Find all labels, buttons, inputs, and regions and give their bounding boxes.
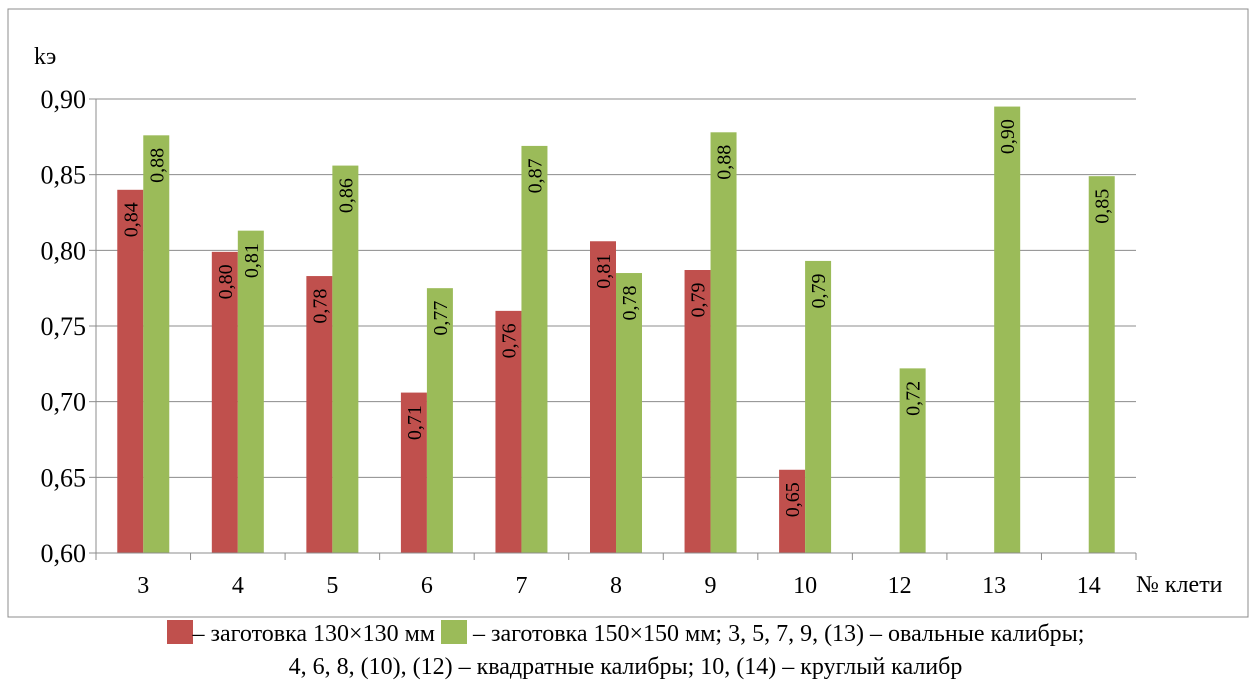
legend-swatch-red bbox=[166, 620, 193, 644]
y-tick-label: 0,70 bbox=[41, 388, 87, 417]
y-tick-label: 0,60 bbox=[41, 539, 87, 568]
y-tick-label: 0,65 bbox=[41, 463, 87, 492]
bar bbox=[616, 273, 642, 553]
axes bbox=[89, 98, 1137, 560]
bar bbox=[521, 145, 548, 553]
bar-value-label: 0,84 bbox=[120, 202, 142, 237]
bar bbox=[805, 260, 832, 553]
bar bbox=[237, 230, 264, 553]
bar-value-label: 0,80 bbox=[215, 264, 237, 299]
x-tick-label: 6 bbox=[421, 573, 433, 599]
bar-value-label: 0,71 bbox=[404, 405, 426, 440]
bar-value-label: 0,76 bbox=[498, 323, 520, 358]
bars: 0,840,880,800,810,780,860,710,770,760,87… bbox=[117, 106, 1115, 554]
y-tick-label: 0,75 bbox=[41, 312, 87, 341]
bar-value-label: 0,88 bbox=[714, 145, 736, 180]
bar bbox=[495, 310, 522, 553]
y-tick-label: 0,90 bbox=[41, 85, 87, 114]
x-tick-label: 5 bbox=[326, 573, 338, 599]
bar-value-label: 0,87 bbox=[524, 158, 546, 193]
legend-caption-line-1: – заготовка 130×130 мм – заготовка 150×1… bbox=[0, 618, 1251, 651]
bar-chart: 0,840,880,800,810,780,860,710,770,760,87… bbox=[7, 8, 1249, 618]
bar-value-label: 0,88 bbox=[146, 148, 168, 183]
x-tick-label: 4 bbox=[232, 573, 244, 599]
x-axis-label: № клети bbox=[1136, 572, 1223, 598]
bar-value-label: 0,78 bbox=[309, 289, 331, 324]
bar-value-label: 0,79 bbox=[808, 273, 830, 308]
legend-text-130: – заготовка 130×130 мм bbox=[192, 621, 435, 647]
legend-swatch-green bbox=[440, 620, 467, 644]
x-tick-label: 3 bbox=[137, 573, 149, 599]
bar bbox=[426, 288, 453, 553]
bar bbox=[143, 135, 170, 553]
x-tick-label: 12 bbox=[888, 573, 912, 599]
gridlines bbox=[96, 98, 1136, 478]
tick-labels: 0,60 0,65 0,70 0,75 0,80 0,85 0,90 3 4 5 6 7 8 9 10 12 1… bbox=[41, 85, 1101, 599]
bar-value-label: 0,81 bbox=[593, 254, 615, 289]
bar bbox=[332, 165, 359, 553]
x-tick-label: 10 bbox=[793, 573, 817, 599]
bar-value-label: 0,77 bbox=[430, 301, 452, 336]
bar-value-label: 0,65 bbox=[782, 482, 804, 517]
bar-value-label: 0,78 bbox=[619, 286, 641, 321]
bar bbox=[710, 132, 737, 553]
bar-value-label: 0,72 bbox=[903, 381, 925, 416]
x-tick-label: 13 bbox=[982, 573, 1006, 599]
x-tick-label: 9 bbox=[705, 573, 717, 599]
legend-text-calibers: 4, 6, 8, (10), (12) – квадратные калибры… bbox=[288, 654, 963, 680]
bar bbox=[899, 368, 926, 553]
bar bbox=[684, 270, 711, 553]
x-tick-label: 14 bbox=[1077, 573, 1101, 599]
bar-value-label: 0,79 bbox=[688, 283, 710, 318]
bar bbox=[590, 241, 616, 553]
bar-value-label: 0,86 bbox=[335, 178, 357, 213]
bar bbox=[117, 189, 144, 554]
y-tick-label: 0,80 bbox=[41, 236, 87, 265]
bar bbox=[400, 392, 427, 553]
bar-value-label: 0,90 bbox=[997, 119, 1019, 154]
bar-value-label: 0,81 bbox=[241, 243, 263, 278]
y-tick-label: 0,85 bbox=[41, 161, 87, 190]
y-axis-label: kэ bbox=[34, 44, 56, 70]
legend-caption-line-2: 4, 6, 8, (10), (12) – квадратные калибры… bbox=[0, 651, 1251, 684]
legend-text-150: – заготовка 150×150 мм; 3, 5, 7, 9, (13)… bbox=[466, 621, 1085, 647]
bar bbox=[994, 106, 1021, 554]
bar-value-label: 0,85 bbox=[1092, 189, 1114, 224]
bar bbox=[779, 469, 806, 553]
x-tick-label: 8 bbox=[610, 573, 622, 599]
bar bbox=[211, 251, 238, 553]
x-tick-label: 7 bbox=[515, 573, 527, 599]
bar bbox=[306, 276, 333, 553]
bar bbox=[1088, 176, 1115, 553]
